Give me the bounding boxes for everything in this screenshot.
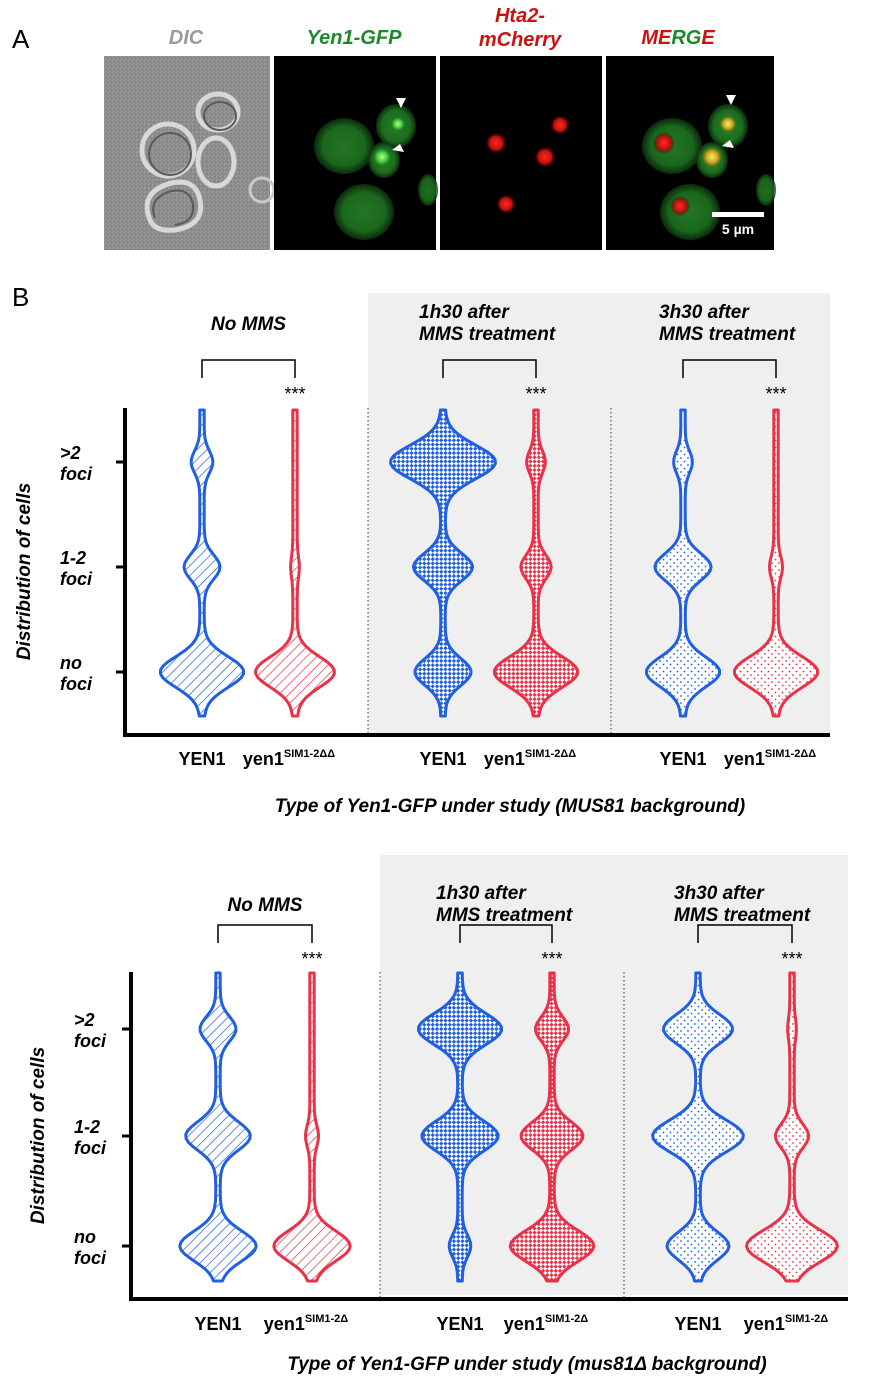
merge-image: 5 µm bbox=[606, 56, 776, 250]
y-tick-label: foci bbox=[74, 1138, 107, 1158]
y-tick-label: foci bbox=[60, 674, 93, 694]
significance-bracket bbox=[201, 359, 296, 378]
group-title: 1h30 after bbox=[436, 883, 527, 904]
significance-stars: *** bbox=[525, 384, 546, 404]
violin-yen1-sim-mutant bbox=[733, 408, 819, 718]
group-title: 3h30 after bbox=[659, 302, 750, 323]
y-tick-label: foci bbox=[60, 569, 93, 589]
violin-yen1-sim-mutant bbox=[508, 971, 596, 1283]
significance-stars: *** bbox=[765, 384, 786, 404]
y-tick-label: foci bbox=[60, 464, 93, 484]
significance-stars: *** bbox=[781, 949, 802, 969]
significance-bracket bbox=[459, 924, 553, 943]
x-tick-label: YEN1 bbox=[674, 1314, 721, 1334]
violin-yen1 bbox=[651, 971, 745, 1283]
violin-yen1-sim-mutant bbox=[745, 971, 839, 1283]
merge-letter: M bbox=[641, 27, 659, 49]
violin-yen1-sim-mutant bbox=[254, 408, 336, 718]
merge-letter: R bbox=[671, 27, 686, 49]
violin-yen1 bbox=[417, 971, 503, 1283]
x-axis-label: Type of Yen1-GFP under study (mus81Δ bac… bbox=[287, 1354, 766, 1375]
significance-bracket bbox=[682, 359, 777, 378]
y-tick-label: 1-2 bbox=[74, 1117, 100, 1137]
group-title: MMS treatment bbox=[659, 324, 796, 345]
x-tick-label: yen1SIM1-2Δ bbox=[264, 1313, 348, 1334]
violin-yen1 bbox=[159, 408, 245, 718]
violin-yen1-sim-mutant bbox=[493, 408, 579, 718]
significance-stars: *** bbox=[284, 384, 305, 404]
panel-b-label: B bbox=[12, 282, 30, 312]
y-axis-label: Distribution of cells bbox=[28, 1047, 49, 1224]
group-title: No MMS bbox=[228, 895, 303, 916]
significance-bracket bbox=[697, 924, 793, 943]
merge-letter: E bbox=[658, 27, 672, 49]
dic-title: DIC bbox=[169, 27, 204, 49]
violin-yen1 bbox=[389, 408, 497, 718]
violin-yen1 bbox=[645, 408, 721, 718]
x-tick-label: yen1SIM1-2ΔΔ bbox=[243, 748, 335, 769]
significance-stars: *** bbox=[541, 949, 562, 969]
yen1-gfp-title: Yen1-GFP bbox=[307, 27, 402, 49]
merge-title: MERGE bbox=[641, 27, 715, 49]
merge-letter: G bbox=[686, 27, 702, 49]
x-tick-label: YEN1 bbox=[436, 1314, 483, 1334]
significance-bracket bbox=[442, 359, 537, 378]
scale-bar-label: 5 µm bbox=[722, 221, 754, 237]
panel-a-label: A bbox=[12, 24, 30, 54]
y-tick-label: >2 bbox=[60, 443, 81, 463]
x-tick-label: YEN1 bbox=[194, 1314, 241, 1334]
hta2-title-line2: mCherry bbox=[479, 29, 562, 51]
group-title: 3h30 after bbox=[674, 883, 765, 904]
x-tick-label: YEN1 bbox=[419, 749, 466, 769]
x-tick-label: YEN1 bbox=[178, 749, 225, 769]
yen1-gfp-image bbox=[274, 56, 438, 250]
x-tick-label: yen1SIM1-2Δ bbox=[744, 1313, 828, 1334]
y-axis-label: Distribution of cells bbox=[14, 483, 35, 660]
significance-stars: *** bbox=[301, 949, 322, 969]
y-tick-label: no bbox=[60, 653, 82, 673]
group-title: MMS treatment bbox=[674, 905, 811, 926]
x-tick-label: YEN1 bbox=[659, 749, 706, 769]
x-axis-label: Type of Yen1-GFP under study (MUS81 back… bbox=[275, 796, 745, 817]
dic-image bbox=[104, 56, 276, 250]
y-tick-label: foci bbox=[74, 1031, 107, 1051]
y-tick-label: >2 bbox=[74, 1010, 95, 1030]
scale-bar bbox=[712, 212, 764, 217]
x-tick-label: yen1SIM1-2ΔΔ bbox=[484, 748, 576, 769]
group-title: MMS treatment bbox=[436, 905, 573, 926]
x-tick-label: yen1SIM1-2Δ bbox=[504, 1313, 588, 1334]
group-title: 1h30 after bbox=[419, 302, 510, 323]
y-tick-label: foci bbox=[74, 1248, 107, 1268]
y-tick-label: no bbox=[74, 1227, 96, 1247]
x-tick-label: yen1SIM1-2ΔΔ bbox=[724, 748, 816, 769]
hta2-title-line1: Hta2- bbox=[495, 5, 545, 27]
hta2-mcherry-image bbox=[440, 56, 602, 250]
group-title: MMS treatment bbox=[419, 324, 556, 345]
merge-letter: E bbox=[701, 27, 715, 49]
y-tick-label: 1-2 bbox=[60, 548, 86, 568]
significance-bracket bbox=[217, 924, 313, 943]
violin-yen1-sim-mutant bbox=[272, 971, 352, 1283]
group-title: No MMS bbox=[211, 314, 286, 335]
violin-yen1 bbox=[178, 971, 258, 1283]
panel-a: A DIC Yen1-GFP Hta2- mCherry MERGE bbox=[12, 5, 776, 250]
